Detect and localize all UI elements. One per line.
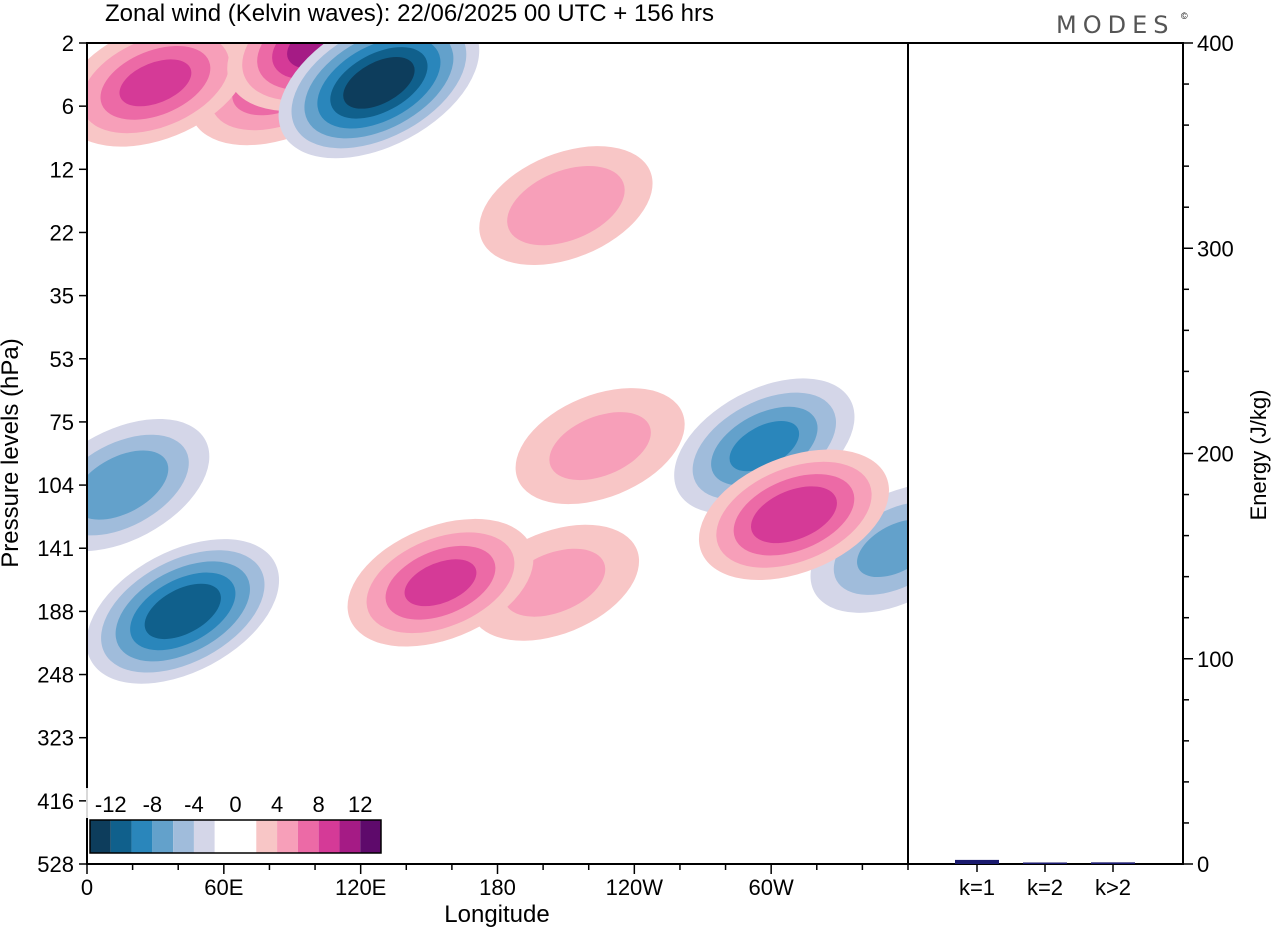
contour-band <box>857 519 908 578</box>
y-tick-label: 323 <box>37 726 74 751</box>
contour-band <box>343 57 415 109</box>
energy-tick-label: 200 <box>1197 442 1234 467</box>
colorbar-swatch <box>256 820 278 853</box>
colorbar-swatch <box>173 820 194 853</box>
energy-category-label: k=1 <box>959 875 995 900</box>
colorbar-swatch <box>297 820 319 853</box>
colorbar-swatch <box>339 820 361 853</box>
energy-axis-label: Energy (J/kg) <box>1246 390 1271 521</box>
energy-panel-frame <box>907 42 1184 865</box>
contour-feature-positive <box>347 518 534 647</box>
energy-bar <box>955 859 999 864</box>
brand-logo: MODES <box>1056 11 1174 39</box>
colorbar-swatch <box>152 820 174 853</box>
contour-feature-positive <box>515 388 685 505</box>
colorbar-swatch <box>131 820 153 853</box>
contour-band <box>404 559 477 607</box>
contour-band <box>144 583 221 640</box>
colorbar-frame <box>89 819 382 854</box>
colorbar-label: -12 <box>95 792 127 817</box>
y-tick-label: 75 <box>50 410 74 435</box>
colorbar-swatch <box>214 820 236 853</box>
y-tick-label: 141 <box>37 536 74 561</box>
energy-tick-label: 400 <box>1197 31 1234 56</box>
contour-feature-positive <box>698 449 889 581</box>
colorbar-swatch <box>235 820 257 853</box>
longitude-tick-labels: 0 60E 120E 180 120W 60W <box>81 875 794 900</box>
pressure-tick-labels: 2 6 12 22 35 53 75 104 141 188 248 323 416 528 <box>37 31 74 877</box>
contour-band <box>751 486 837 544</box>
colorbar-swatch <box>277 820 298 853</box>
colorbar-swatch <box>318 820 340 853</box>
y-tick-label: 104 <box>37 473 74 498</box>
energy-category-labels: k=1 k=2 k>2 <box>959 875 1131 900</box>
energy-bar <box>1091 862 1135 864</box>
contour-band <box>119 59 192 107</box>
y-tick-label: 188 <box>37 599 74 624</box>
y-tick-label: 6 <box>62 94 74 119</box>
energy-bars <box>955 859 1135 872</box>
colorbar-label-backdrop <box>86 788 385 818</box>
contour-feature-negative <box>278 43 480 159</box>
y-tick-label: 2 <box>62 31 74 56</box>
x-tick-label: 180 <box>479 875 516 900</box>
colorbar-swatch <box>193 820 215 853</box>
colorbar-label: 4 <box>271 792 283 817</box>
y-tick-label: 35 <box>50 284 74 309</box>
colorbar-label: 0 <box>229 792 241 817</box>
contour-feature-positive <box>87 43 249 147</box>
energy-tick-label: 100 <box>1197 647 1234 672</box>
colorbar-label: 12 <box>348 792 372 817</box>
colorbar: -12 -8 -4 0 4 8 12 <box>86 788 385 854</box>
y-tick-label: 248 <box>37 663 74 688</box>
energy-category-label: k>2 <box>1095 875 1131 900</box>
contour-feature-negative <box>87 539 280 684</box>
y-axis-label: Pressure levels (hPa) <box>0 338 24 567</box>
energy-tick-label: 0 <box>1197 852 1209 877</box>
chart-title: Zonal wind (Kelvin waves): 22/06/2025 00… <box>105 0 714 27</box>
colorbar-label: 8 <box>313 792 325 817</box>
x-tick-label: 60W <box>749 875 794 900</box>
y-tick-label: 53 <box>50 347 74 372</box>
longitude-tick-marks <box>86 864 909 874</box>
brand-mark: © <box>1181 11 1188 21</box>
contour-band <box>87 450 169 520</box>
x-tick-label: 120E <box>335 875 386 900</box>
x-axis-label: Longitude <box>444 901 549 928</box>
y-tick-label: 528 <box>37 852 74 877</box>
colorbar-swatch <box>90 820 111 853</box>
contour-band <box>507 165 625 246</box>
colorbar-swatch <box>360 820 381 853</box>
colorbar-label: -8 <box>143 792 163 817</box>
energy-tick-marks <box>1183 42 1193 865</box>
contour-band <box>549 412 651 481</box>
pressure-tick-marks <box>79 42 87 865</box>
x-tick-label: 120W <box>606 875 664 900</box>
energy-tick-labels: 0 100 200 300 400 <box>1197 31 1234 877</box>
y-tick-label: 22 <box>50 220 74 245</box>
contour-feature-positive <box>479 146 653 266</box>
colorbar-label: -4 <box>184 792 204 817</box>
y-tick-label: 12 <box>50 157 74 182</box>
y-tick-label: 416 <box>37 789 74 814</box>
x-tick-label: 60E <box>204 875 243 900</box>
x-tick-label: 0 <box>81 875 93 900</box>
colorbar-swatch <box>110 820 132 853</box>
energy-category-label: k=2 <box>1027 875 1063 900</box>
energy-bar <box>1023 862 1067 864</box>
energy-tick-label: 300 <box>1197 236 1234 261</box>
contour-field <box>87 43 908 684</box>
